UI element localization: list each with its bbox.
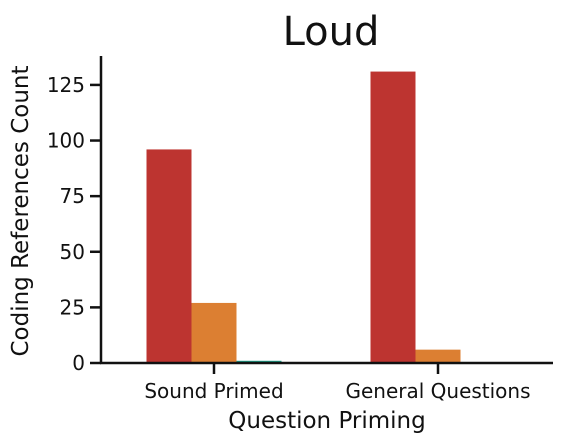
x-axis-title: Question Priming [228, 408, 425, 434]
y-tick-label: 50 [60, 240, 85, 264]
chart-title: Loud [283, 9, 380, 55]
y-tick-label: 100 [47, 129, 85, 153]
y-tick-label: 0 [72, 351, 85, 375]
y-tick-label: 25 [60, 295, 85, 319]
y-tick-label: 75 [60, 184, 85, 208]
x-ticks-layer: Sound Primed General Questions [144, 363, 531, 403]
y-tick-label: 125 [47, 73, 85, 97]
bars-layer [146, 71, 461, 363]
x-tick-label: General Questions [345, 379, 530, 403]
y-axis-title: Coding References Count [8, 65, 34, 356]
bar-series-2-general-questions [415, 349, 461, 363]
bar-series-1-sound-primed [146, 149, 192, 363]
bar-series-1-general-questions [370, 71, 416, 363]
y-ticks-layer: 0 25 50 75 100 125 [47, 73, 101, 375]
x-tick-label: Sound Primed [144, 379, 283, 403]
bar-series-2-sound-primed [191, 302, 237, 363]
